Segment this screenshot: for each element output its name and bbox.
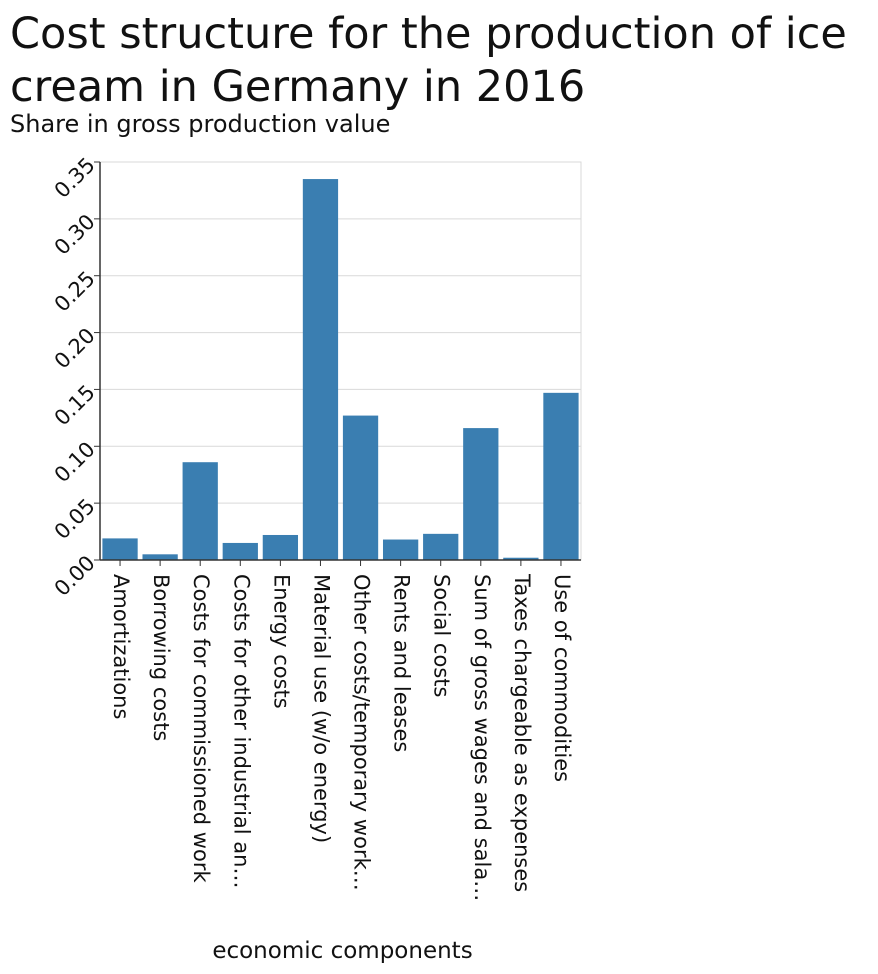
chart-title: Cost structure for the production of ice… xyxy=(10,9,847,112)
chart-subtitle: Share in gross production value xyxy=(10,110,391,138)
plot-frame xyxy=(99,161,582,561)
x-tick-label: Sum of gross wages and sala… xyxy=(470,574,494,901)
x-tick-label: Costs for other industrial an… xyxy=(229,574,253,888)
y-tick-label: 0.25 xyxy=(50,267,100,317)
y-tick-label: 0.35 xyxy=(50,153,100,203)
y-tick-label: 0.15 xyxy=(50,380,100,430)
y-tick-label: 0.20 xyxy=(50,323,100,373)
x-axis-ticks: Amortizations Borrowing costs Costs for co… xyxy=(109,560,574,901)
bar xyxy=(382,539,419,560)
y-tick-label: 0.05 xyxy=(50,494,100,544)
bar xyxy=(302,179,339,561)
y-tick-label: 0.30 xyxy=(50,210,100,260)
x-axis-title: economic components xyxy=(212,938,472,964)
bar xyxy=(503,557,539,560)
x-tick-label: Taxes chargeable as expenses xyxy=(510,573,534,892)
y-tick-label: 0.00 xyxy=(50,551,100,601)
bar xyxy=(342,415,379,560)
y-tick-label: 0.10 xyxy=(50,437,100,487)
bar xyxy=(463,428,499,560)
x-tick-label: Material use (w/o energy) xyxy=(309,574,333,843)
bars xyxy=(102,179,579,561)
bar xyxy=(142,554,178,560)
x-tick-label: Costs for commissioned work xyxy=(189,574,213,883)
bar xyxy=(262,534,299,560)
bar xyxy=(543,392,579,560)
x-tick-label: Use of commodities xyxy=(550,574,574,782)
gridlines xyxy=(100,161,581,561)
bar xyxy=(182,462,218,560)
x-tick-label: Other costs/temporary work… xyxy=(350,574,374,891)
x-tick-label: Rents and leases xyxy=(390,574,414,752)
bar xyxy=(222,542,258,560)
y-axis-ticks: 0.00 0.05 0.10 0.15 0.20 0.25 0.30 0.35 xyxy=(50,153,100,601)
x-tick-label: Amortizations xyxy=(109,574,133,719)
x-tick-label: Social costs xyxy=(430,574,454,697)
bar xyxy=(102,538,138,560)
x-tick-label: Energy costs xyxy=(269,574,293,709)
bar xyxy=(423,533,459,560)
x-tick-label: Borrowing costs xyxy=(149,574,173,741)
